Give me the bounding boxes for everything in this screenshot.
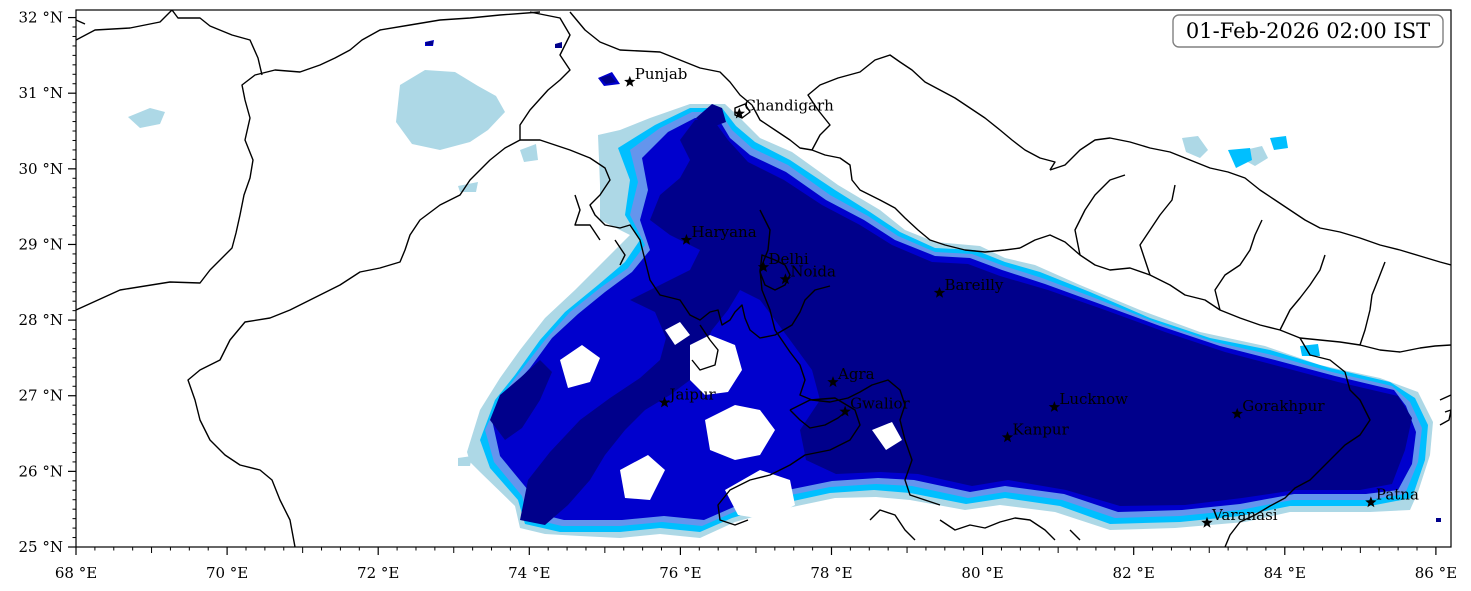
- y-tick-label: 29 °N: [19, 235, 63, 253]
- city-marker-chandigarh-icon: [733, 107, 745, 119]
- y-tick-label: 30 °N: [19, 160, 63, 178]
- x-tick-label: 74 °E: [508, 564, 550, 582]
- y-tick-label: 27 °N: [19, 387, 63, 405]
- city-marker-gwalior-icon: [839, 405, 851, 417]
- y-tick-label: 28 °N: [19, 311, 63, 329]
- x-axis: 68 °E 70 °E 72 °E 74 °E 76 °E 78 °E 80 °E 82 °E…: [55, 547, 1457, 582]
- nepal-province-lines: [1074, 174, 1386, 346]
- x-tick-label: 68 °E: [55, 564, 97, 582]
- y-tick-label: 31 °N: [19, 84, 63, 102]
- city-label-gwalior: Gwalior: [850, 395, 910, 413]
- bihar-east: [1439, 394, 1451, 426]
- city-label-varanasi: Varanasi: [1211, 506, 1278, 524]
- timestamp-label: 01-Feb-2026 02:00 IST: [1186, 19, 1430, 43]
- city-marker-bareilly-icon: [933, 286, 946, 298]
- city-label-bareilly: Bareilly: [945, 276, 1004, 294]
- city-marker-patna-icon: [1365, 496, 1377, 508]
- city-marker-delhi-icon: [757, 261, 770, 272]
- international-border-west: [76, 10, 173, 41]
- city-marker-haryana-icon: [680, 233, 693, 245]
- x-tick-label: 70 °E: [206, 564, 248, 582]
- plot-frame: [75, 9, 1452, 548]
- city-marker-punjab-icon: [624, 75, 636, 87]
- city-label-haryana: Haryana: [691, 223, 756, 241]
- mp-north-border: [691, 324, 719, 371]
- city-label-lucknow: Lucknow: [1059, 390, 1128, 408]
- city-marker-varanasi-icon: [1201, 516, 1213, 528]
- y-tick-label: 26 °N: [19, 462, 63, 480]
- political-boundaries: [76, 10, 1451, 547]
- y-tick-label: 32 °N: [19, 9, 63, 27]
- precip-level-5: [426, 41, 1441, 525]
- province-border: [76, 11, 541, 311]
- x-tick-label: 86 °E: [1415, 564, 1457, 582]
- city-marker-jaipur-icon: [658, 396, 671, 408]
- punjab-haryana-border: [520, 139, 831, 339]
- uttarakhand-border: [751, 104, 1021, 253]
- city-label-gorakhpur: Gorakhpur: [1242, 397, 1325, 415]
- city-label-delhi: Delhi: [769, 250, 809, 268]
- province-border-2: [171, 10, 263, 76]
- x-tick-label: 80 °E: [961, 564, 1003, 582]
- mp-south-lines: [869, 509, 1081, 541]
- x-tick-label: 84 °E: [1264, 564, 1306, 582]
- india-pakistan-border: [187, 11, 571, 547]
- x-tick-label: 76 °E: [659, 564, 701, 582]
- precipitation-shading: [128, 40, 1441, 538]
- city-marker-lucknow-icon: [1048, 401, 1061, 412]
- city-marker-noida-icon: [779, 273, 792, 285]
- city-marker-agra-icon: [827, 376, 839, 387]
- x-tick-label: 78 °E: [810, 564, 852, 582]
- up-bihar-border: [1224, 337, 1371, 547]
- city-label-noida: Noida: [790, 262, 836, 280]
- city-label-punjab: Punjab: [635, 65, 688, 83]
- precip-gaps: [560, 322, 902, 520]
- kashmir-border: [569, 11, 753, 106]
- y-tick-label: 25 °N: [19, 538, 63, 556]
- mp-rajasthan-border: [717, 397, 861, 526]
- mp-gwalior-line: [789, 409, 849, 429]
- province-border-3: [76, 19, 86, 25]
- y-axis: 25 °N 26 °N 27 °N 28 °N 29 °N 30 °N 31 °N 32 °N: [19, 9, 76, 556]
- x-tick-label: 72 °E: [357, 564, 399, 582]
- china-nepal-border: [1049, 137, 1451, 266]
- uttarakhand-north: [807, 54, 1056, 171]
- city-label-jaipur: Jaipur: [668, 386, 717, 404]
- city-label-agra: Agra: [837, 365, 875, 383]
- city-label-kanpur: Kanpur: [1013, 420, 1070, 438]
- x-tick-label: 82 °E: [1113, 564, 1155, 582]
- rajasthan-haryana-inner: [574, 194, 626, 266]
- timestamp-box: 01-Feb-2026 02:00 IST: [1172, 14, 1444, 48]
- delhi-boundary: [759, 254, 791, 291]
- city-marker-kanpur-icon: [1001, 431, 1014, 443]
- chandigarh-boundary: [734, 103, 751, 119]
- city-label-patna: Patna: [1376, 485, 1419, 503]
- city-label-chandigarh: Chandigarh: [744, 97, 834, 115]
- city-marker-gorakhpur-icon: [1231, 407, 1243, 419]
